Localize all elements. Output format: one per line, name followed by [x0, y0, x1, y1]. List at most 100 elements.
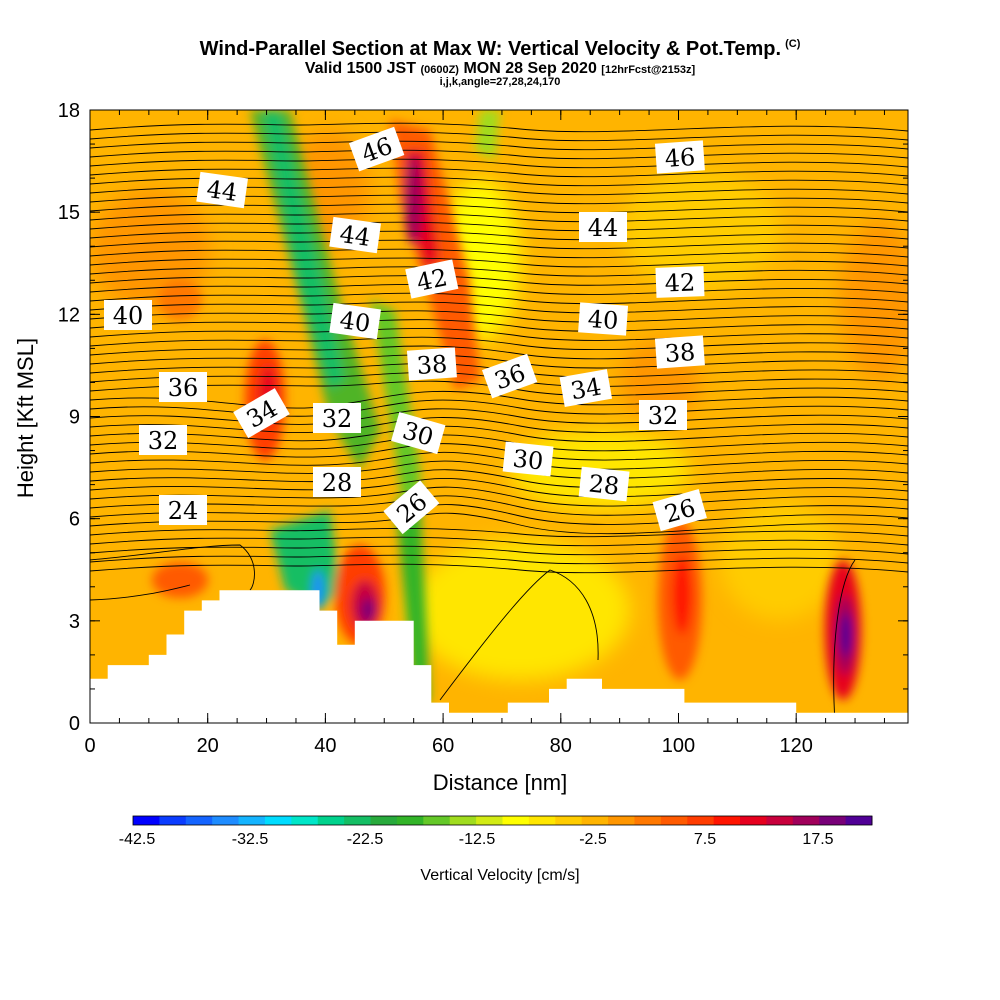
colorbar-frame: [132, 815, 873, 826]
theta-contour-label: 44: [329, 216, 381, 254]
colorbar-swatch: [581, 816, 609, 825]
y-tick-label: 12: [58, 304, 80, 326]
contour-label-text: 44: [588, 214, 619, 242]
theta-contour-line: [90, 131, 908, 142]
contour-label-text: 38: [416, 350, 448, 380]
x-tick-label: 60: [432, 735, 454, 757]
theta-contour-line: [90, 301, 908, 314]
colorbar-label: -32.5: [232, 831, 269, 848]
contour-label-box: [159, 372, 207, 402]
contour-label-box: [655, 266, 705, 298]
theta-contour-label: 46: [654, 140, 705, 174]
chart-subtitle: Valid 1500 JST (0600Z) MON 28 Sep 2020 […: [0, 60, 1000, 78]
colorbar-swatch: [502, 816, 530, 825]
theta-contour-line: [90, 390, 908, 409]
terrain: [90, 590, 908, 723]
y-axis-label: Height [Kft MSL]: [13, 338, 38, 498]
theta-contour-label: 38: [654, 335, 705, 369]
contour-label-box: [639, 400, 687, 430]
theta-contour-line: [90, 486, 908, 507]
colorbar-swatch: [449, 816, 477, 825]
contour-label-box: [579, 212, 627, 242]
contour-label-text: 46: [664, 143, 696, 173]
colorbar-swatch: [555, 816, 583, 825]
theta-contour-line: [90, 239, 908, 250]
colorbar-swatch: [476, 816, 503, 825]
theta-contour-line: [90, 478, 908, 498]
theta-contour-line: [90, 327, 908, 341]
theta-contour-line: [90, 504, 908, 525]
contour-label-box: [654, 335, 705, 369]
colorbar-swatch: [528, 816, 556, 825]
contour-label-box: [391, 412, 446, 455]
theta-contour-line: [90, 221, 908, 232]
colorbar-swatch: [396, 816, 424, 825]
colorbar-title: Vertical Velocity [cm/s]: [420, 867, 579, 884]
theta-contour-label: 42: [655, 266, 705, 298]
colorbar-swatch: [212, 816, 240, 825]
colorbar-label: 7.5: [694, 831, 716, 848]
contour-label-text: 40: [587, 305, 619, 335]
x-tick-label: 20: [197, 735, 219, 757]
y-tick-label: 15: [58, 202, 80, 224]
colorbar-swatch: [608, 816, 635, 825]
colorbar-swatch: [423, 816, 451, 825]
theta-contour-line: [90, 495, 908, 516]
colorbar-swatch: [660, 816, 688, 825]
colorbar-swatch: [819, 816, 847, 825]
contour-label-text: 40: [338, 306, 372, 338]
copyright-mark: (C): [785, 38, 801, 51]
theta-contour-line: [90, 257, 908, 268]
contour-label-box: [159, 495, 207, 525]
contour-label-box: [578, 302, 629, 336]
colorbar: -42.5 -32.5 -22.5 -12.5 -2.5 7.5 17.5: [119, 815, 873, 848]
contour-label-text: 42: [664, 268, 696, 297]
x-tick-label: 80: [550, 735, 572, 757]
contour-label-text: 36: [168, 374, 199, 402]
x-tick-label: 0: [84, 735, 95, 757]
contour-label-box: [313, 467, 361, 497]
utc-time: (0600Z): [420, 64, 459, 76]
theta-contour-line: [90, 149, 908, 160]
contour-label-box: [654, 140, 705, 174]
contour-label-text: 32: [322, 405, 353, 433]
contour-label-box: [233, 388, 290, 439]
y-tick-label: 9: [69, 407, 80, 429]
theta-contour-line: [90, 417, 908, 434]
colorbar-label: -12.5: [459, 831, 496, 848]
x-axis-label: Distance [nm]: [433, 770, 568, 795]
theta-contour-label: 40: [329, 302, 381, 340]
contour-label-text: 28: [322, 469, 353, 497]
theta-contour-label: 44: [196, 171, 248, 209]
contour-label-text: 44: [338, 220, 372, 252]
theta-contour-line: [90, 158, 908, 169]
theta-contour-line: [90, 230, 908, 241]
theta-contour-line: [90, 140, 908, 151]
theta-contour-label: 32: [139, 425, 187, 455]
theta-contour-line: [90, 536, 908, 547]
contour-label-text: 44: [205, 175, 239, 207]
contour-label-box: [329, 216, 381, 254]
y-tick-label: 18: [58, 100, 80, 122]
contour-label-box: [196, 171, 248, 209]
colorbar-swatch: [159, 816, 187, 825]
theta-contour-label: 38: [406, 347, 457, 381]
colorbar-swatch: [687, 816, 715, 825]
contour-label-box: [348, 126, 405, 172]
theta-contour-line: [90, 399, 908, 417]
colorbar-swatch: [845, 816, 873, 825]
colorbar-label: 17.5: [802, 831, 833, 848]
contour-label-text: 40: [113, 302, 144, 330]
theta-contour-line: [90, 512, 908, 535]
colorbar-swatch: [185, 816, 213, 825]
theta-contour-label: 32: [313, 403, 361, 433]
contour-label-text: 42: [414, 263, 450, 297]
contour-label-text: 32: [648, 402, 679, 430]
theta-contour-line: [90, 336, 908, 351]
colorbar-swatch: [792, 816, 820, 825]
theta-contour-label: 30: [502, 441, 554, 477]
theta-contour-line: [90, 584, 191, 601]
theta-contour-line: [90, 345, 908, 360]
colorbar-swatch: [317, 816, 345, 825]
